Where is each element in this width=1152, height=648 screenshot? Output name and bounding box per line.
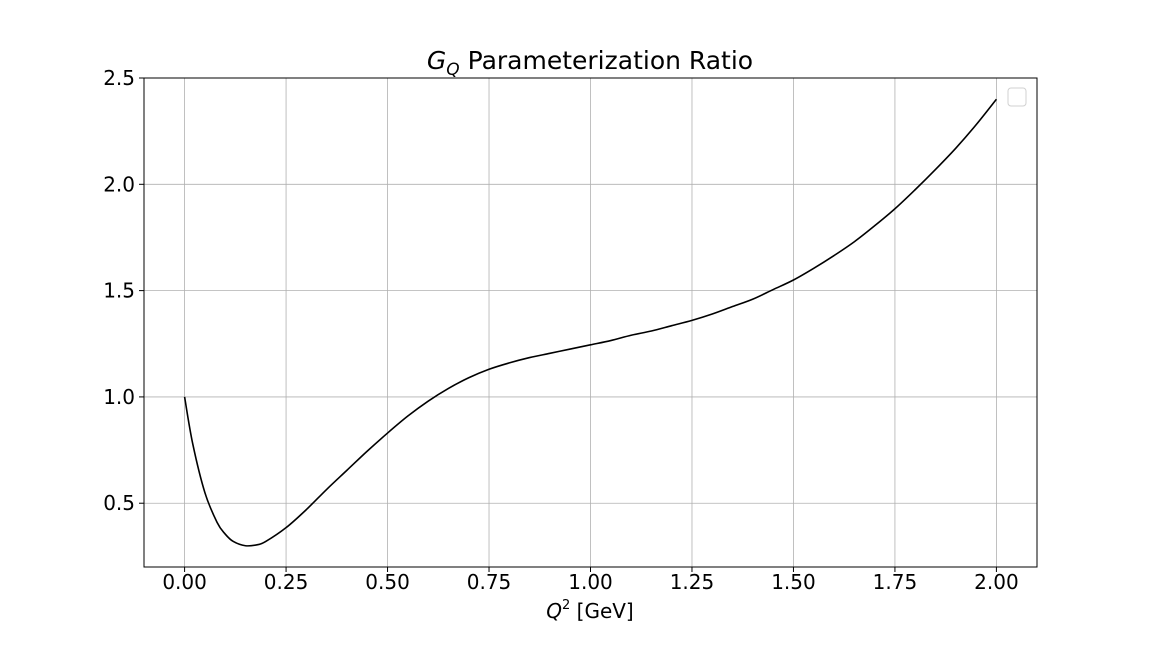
x-tick-label: 0.50	[365, 570, 410, 594]
x-tick-label: 2.00	[974, 570, 1019, 594]
x-tick-label: 1.25	[670, 570, 715, 594]
x-tick-label: 1.75	[873, 570, 918, 594]
series-line	[183, 98, 998, 547]
legend-box	[1007, 87, 1027, 107]
y-tick-label: 1.0	[103, 385, 135, 409]
y-tick-label: 2.5	[103, 66, 135, 90]
x-axis-label: Q2 [GeV]	[546, 598, 633, 623]
x-tick-label: 0.00	[162, 570, 207, 594]
grid	[144, 77, 1037, 567]
x-tick-label: 1.50	[771, 570, 816, 594]
y-tick-label: 0.5	[103, 491, 135, 515]
x-tick-label: 0.25	[264, 570, 309, 594]
y-tick-label: 1.5	[103, 279, 135, 303]
x-ticks: 0.00 0.25 0.50 0.75 1.00 1.25 1.50 1.75 2.00	[162, 567, 1019, 594]
x-tick-label: 1.00	[568, 570, 613, 594]
y-ticks: 0.5 1.0 1.5 2.0 2.5	[103, 66, 144, 515]
y-tick-label: 2.0	[103, 172, 135, 196]
chart-title: GQ Parameterization Ratio	[427, 46, 753, 80]
x-tick-label: 0.75	[467, 570, 512, 594]
